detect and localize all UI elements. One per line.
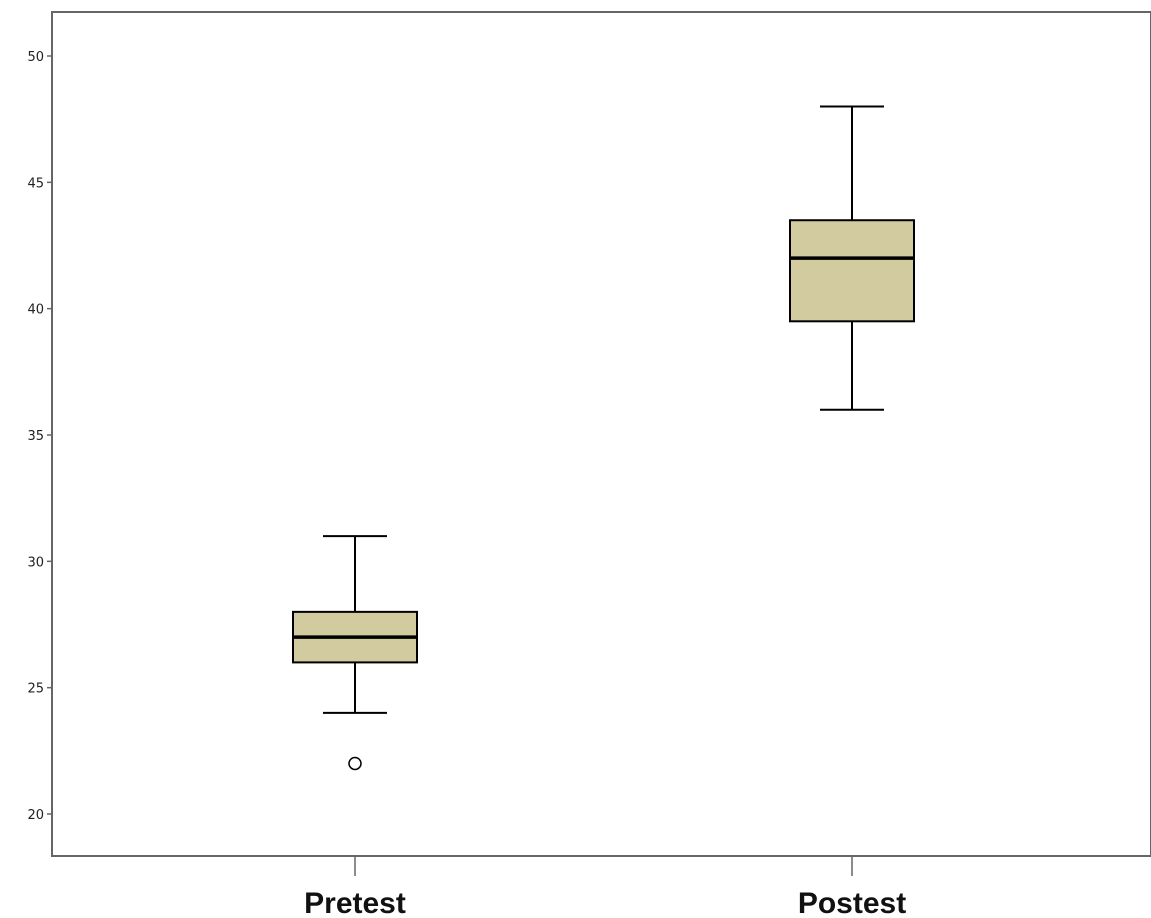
x-axis-ticks: Pretest Postest: [304, 856, 906, 918]
x-category-label: Pretest: [304, 887, 406, 918]
y-tick-label: 35: [27, 429, 44, 444]
y-tick-label: 40: [27, 303, 44, 318]
y-tick-label: 25: [27, 682, 44, 697]
y-axis-ticks: 20 25 30 35 40 45 50: [27, 50, 52, 823]
iqr-box: [789, 219, 915, 323]
y-tick-label: 20: [27, 808, 44, 823]
box-pretest: [292, 535, 418, 771]
outlier-point: [348, 756, 362, 771]
y-tick-label: 50: [27, 50, 44, 65]
plot-frame: [51, 11, 1151, 857]
y-tick-label: 45: [27, 176, 44, 191]
box-postest: [789, 105, 915, 411]
x-category-label: Postest: [798, 887, 906, 918]
box-groups: [292, 105, 915, 771]
y-tick-label: 30: [27, 555, 44, 570]
